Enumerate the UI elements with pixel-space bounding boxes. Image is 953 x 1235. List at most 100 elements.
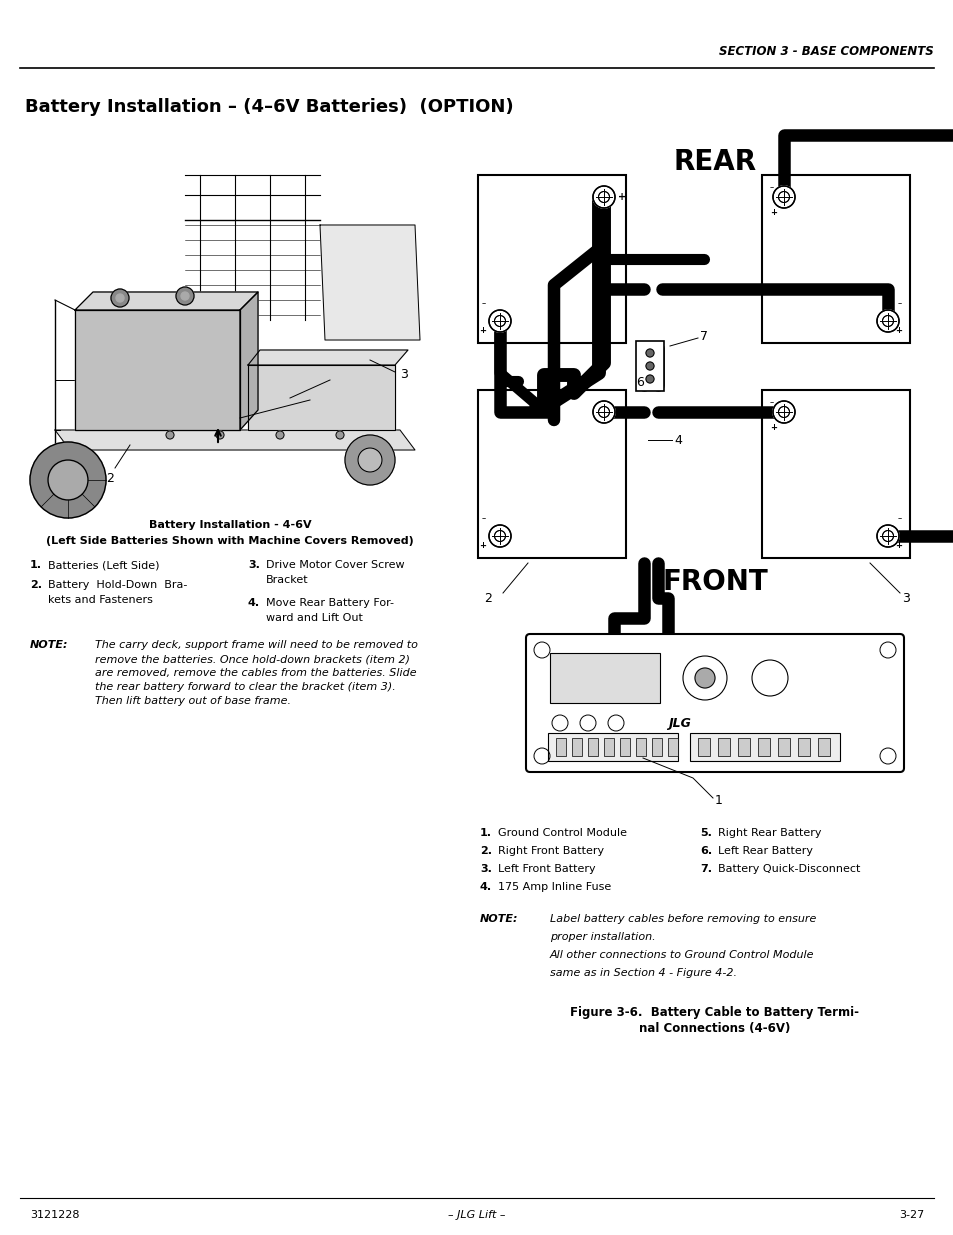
Text: –: – xyxy=(481,299,485,308)
Text: +: + xyxy=(900,326,907,335)
Text: 3.: 3. xyxy=(479,864,492,874)
Bar xyxy=(689,734,840,761)
Text: Move Rear Battery For-: Move Rear Battery For- xyxy=(266,598,394,608)
Text: –: – xyxy=(769,183,774,191)
Text: 1: 1 xyxy=(314,391,322,405)
Text: –: – xyxy=(482,316,486,325)
Text: Drive Motor Cover Screw: Drive Motor Cover Screw xyxy=(266,559,404,571)
Polygon shape xyxy=(240,291,257,430)
Text: (Left Side Batteries Shown with Machine Covers Removed): (Left Side Batteries Shown with Machine … xyxy=(46,536,414,546)
Text: NOTE:: NOTE: xyxy=(479,914,518,924)
Bar xyxy=(556,739,565,756)
Bar xyxy=(778,739,789,756)
Circle shape xyxy=(335,431,344,438)
Text: Battery Installation - 4-6V: Battery Installation - 4-6V xyxy=(149,520,311,530)
Text: 6.: 6. xyxy=(700,846,711,856)
Text: +: + xyxy=(900,541,907,550)
Circle shape xyxy=(579,715,596,731)
Text: Ground Control Module: Ground Control Module xyxy=(497,827,626,839)
Text: +: + xyxy=(618,408,625,417)
Text: +: + xyxy=(617,408,624,417)
Circle shape xyxy=(534,642,550,658)
Text: 3.: 3. xyxy=(248,559,259,571)
Circle shape xyxy=(593,186,615,207)
Text: –: – xyxy=(481,514,485,522)
Circle shape xyxy=(345,435,395,485)
Text: +: + xyxy=(479,541,486,550)
Circle shape xyxy=(772,401,794,424)
Text: Figure 3-6.  Battery Cable to Battery Termi-: Figure 3-6. Battery Cable to Battery Ter… xyxy=(570,1007,859,1019)
Text: 1: 1 xyxy=(714,794,722,806)
Circle shape xyxy=(111,289,129,308)
Text: FRONT: FRONT xyxy=(661,568,767,597)
Circle shape xyxy=(116,294,124,303)
Text: REAR: REAR xyxy=(673,148,756,177)
Bar xyxy=(651,739,661,756)
Text: –: – xyxy=(897,514,901,522)
Text: –: – xyxy=(900,308,904,316)
Text: Battery Quick-Disconnect: Battery Quick-Disconnect xyxy=(718,864,860,874)
Text: ward and Lift Out: ward and Lift Out xyxy=(266,613,362,622)
Text: +: + xyxy=(769,207,776,217)
Text: 2: 2 xyxy=(483,592,492,604)
Bar xyxy=(797,739,809,756)
Text: Left Front Battery: Left Front Battery xyxy=(497,864,595,874)
Circle shape xyxy=(48,459,88,500)
Text: Battery  Hold-Down  Bra-: Battery Hold-Down Bra- xyxy=(48,580,187,590)
Text: kets and Fasteners: kets and Fasteners xyxy=(48,595,152,605)
Text: 3-27: 3-27 xyxy=(898,1210,923,1220)
Text: Battery Installation – (4–6V Batteries)  (OPTION): Battery Installation – (4–6V Batteries) … xyxy=(25,98,513,116)
Circle shape xyxy=(751,659,787,697)
Text: REAR: REAR xyxy=(673,148,756,177)
Circle shape xyxy=(695,668,714,688)
Text: –: – xyxy=(769,398,774,408)
Bar xyxy=(817,739,829,756)
Text: 6: 6 xyxy=(636,377,643,389)
Text: 3: 3 xyxy=(399,368,408,380)
Text: +: + xyxy=(763,203,770,211)
Text: Batteries (Left Side): Batteries (Left Side) xyxy=(48,559,159,571)
Text: The carry deck, support frame will need to be removed to
remove the batteries. O: The carry deck, support frame will need … xyxy=(95,640,417,706)
Circle shape xyxy=(876,310,898,332)
Bar xyxy=(718,739,729,756)
Circle shape xyxy=(175,287,193,305)
Circle shape xyxy=(166,431,173,438)
Bar xyxy=(477,175,625,343)
Bar xyxy=(761,390,909,558)
Text: 3121228: 3121228 xyxy=(30,1210,79,1220)
Circle shape xyxy=(876,525,898,547)
Text: SECTION 3 - BASE COMPONENTS: SECTION 3 - BASE COMPONENTS xyxy=(719,44,933,58)
Bar xyxy=(587,739,598,756)
Text: 1.: 1. xyxy=(30,559,42,571)
Bar xyxy=(477,390,625,558)
Circle shape xyxy=(645,362,654,370)
Text: – JLG Lift –: – JLG Lift – xyxy=(448,1210,505,1220)
Text: 7: 7 xyxy=(700,330,707,342)
Polygon shape xyxy=(75,291,257,310)
Text: 2: 2 xyxy=(106,472,113,485)
Text: –: – xyxy=(482,522,486,531)
Bar xyxy=(738,739,749,756)
Polygon shape xyxy=(248,366,395,430)
Circle shape xyxy=(275,431,284,438)
Circle shape xyxy=(357,448,381,472)
Text: 2.: 2. xyxy=(30,580,42,590)
Text: +: + xyxy=(617,191,624,203)
Circle shape xyxy=(879,642,895,658)
Text: Left Rear Battery: Left Rear Battery xyxy=(718,846,812,856)
Text: NOTE:: NOTE: xyxy=(30,640,69,650)
Circle shape xyxy=(645,350,654,357)
Text: +: + xyxy=(894,541,901,550)
Circle shape xyxy=(876,525,898,547)
Text: Label battery cables before removing to ensure: Label battery cables before removing to … xyxy=(550,914,816,924)
Text: +: + xyxy=(478,541,485,550)
Text: 5: 5 xyxy=(565,377,574,389)
Polygon shape xyxy=(248,350,408,366)
Text: 175 Amp Inline Fuse: 175 Amp Inline Fuse xyxy=(497,882,611,892)
Circle shape xyxy=(682,656,726,700)
Polygon shape xyxy=(319,225,419,340)
Text: –: – xyxy=(766,398,770,408)
Text: 4.: 4. xyxy=(248,598,260,608)
Bar xyxy=(667,739,678,756)
Text: JLG: JLG xyxy=(668,716,691,730)
